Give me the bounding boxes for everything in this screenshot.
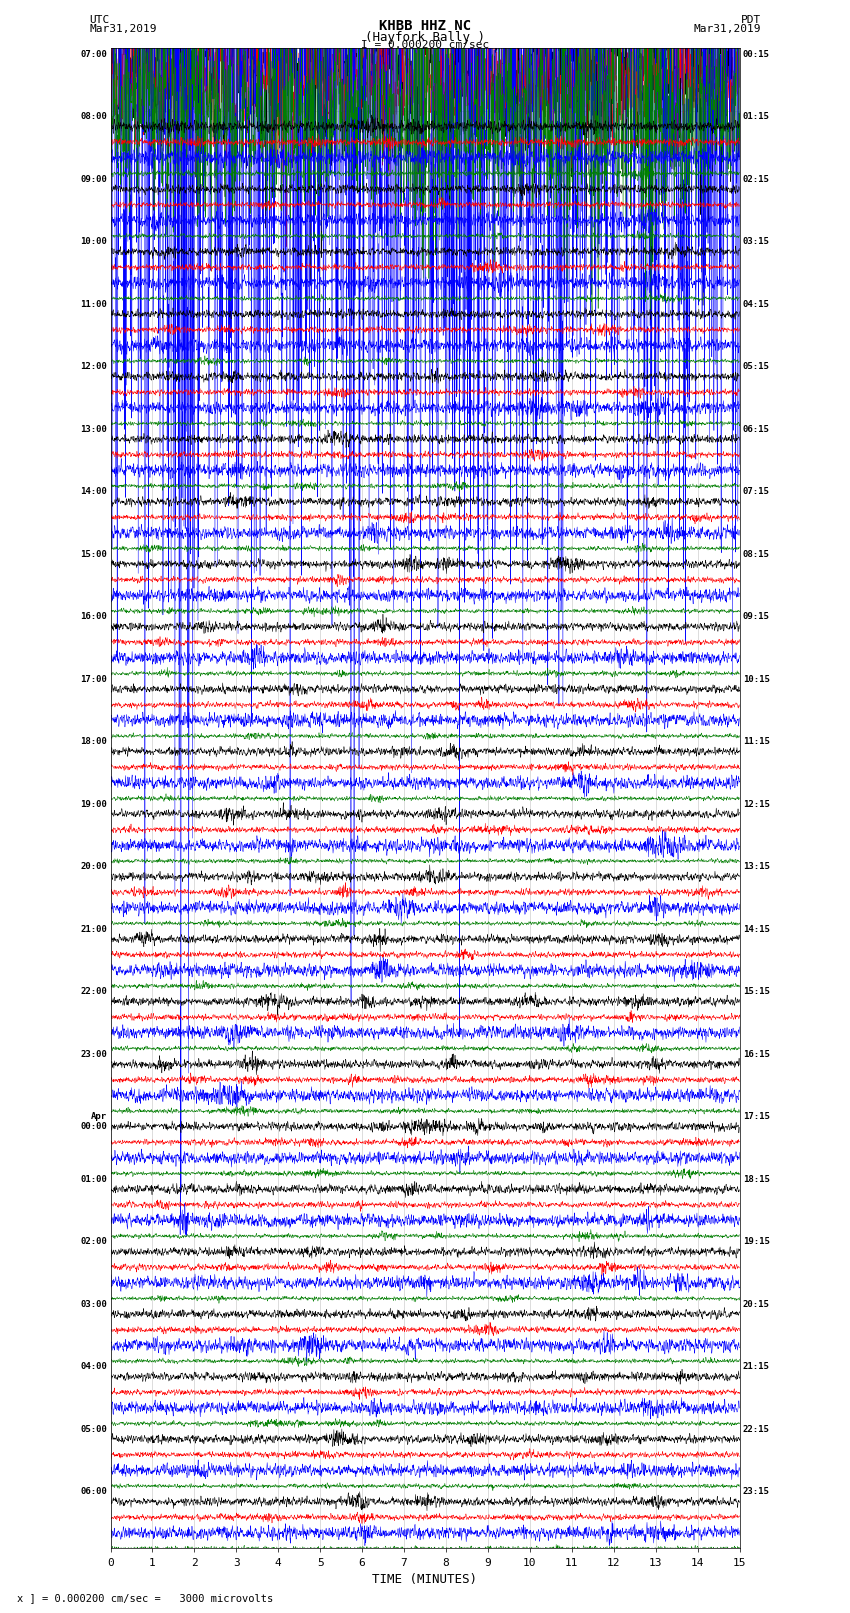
Text: KHBB HHZ NC: KHBB HHZ NC [379, 19, 471, 34]
Text: 03:00: 03:00 [81, 1300, 107, 1308]
Text: 20:15: 20:15 [743, 1300, 769, 1308]
Text: 08:15: 08:15 [743, 550, 769, 558]
Text: 07:15: 07:15 [743, 487, 769, 497]
Text: 22:00: 22:00 [81, 987, 107, 997]
Text: PDT: PDT [740, 15, 761, 24]
Text: 04:15: 04:15 [743, 300, 769, 308]
Text: 18:15: 18:15 [743, 1174, 769, 1184]
Text: 21:00: 21:00 [81, 924, 107, 934]
Text: 10:00: 10:00 [81, 237, 107, 247]
Text: 08:00: 08:00 [81, 113, 107, 121]
Text: 12:15: 12:15 [743, 800, 769, 808]
Text: (Hayfork Bally ): (Hayfork Bally ) [365, 31, 485, 44]
Text: 02:15: 02:15 [743, 174, 769, 184]
Text: 11:00: 11:00 [81, 300, 107, 308]
Text: 04:00: 04:00 [81, 1363, 107, 1371]
Text: 16:00: 16:00 [81, 613, 107, 621]
Text: 03:15: 03:15 [743, 237, 769, 247]
Text: 18:00: 18:00 [81, 737, 107, 747]
Text: 20:00: 20:00 [81, 863, 107, 871]
Text: 21:15: 21:15 [743, 1363, 769, 1371]
Text: 00:00: 00:00 [81, 1123, 107, 1131]
Text: 06:15: 06:15 [743, 424, 769, 434]
Text: 05:15: 05:15 [743, 363, 769, 371]
X-axis label: TIME (MINUTES): TIME (MINUTES) [372, 1573, 478, 1586]
Text: UTC: UTC [89, 15, 110, 24]
Text: Mar31,2019: Mar31,2019 [89, 24, 156, 34]
Text: 15:15: 15:15 [743, 987, 769, 997]
Text: 06:00: 06:00 [81, 1487, 107, 1497]
Text: 14:00: 14:00 [81, 487, 107, 497]
Text: 15:00: 15:00 [81, 550, 107, 558]
Text: 16:15: 16:15 [743, 1050, 769, 1058]
Text: 02:00: 02:00 [81, 1237, 107, 1247]
Text: 01:00: 01:00 [81, 1174, 107, 1184]
Text: 09:15: 09:15 [743, 613, 769, 621]
Text: 23:15: 23:15 [743, 1487, 769, 1497]
Text: 09:00: 09:00 [81, 174, 107, 184]
Text: Mar31,2019: Mar31,2019 [694, 24, 761, 34]
Text: 19:15: 19:15 [743, 1237, 769, 1247]
Text: 13:00: 13:00 [81, 424, 107, 434]
Text: 23:00: 23:00 [81, 1050, 107, 1058]
Text: 17:15: 17:15 [743, 1113, 769, 1121]
Text: Apr: Apr [91, 1113, 107, 1121]
Text: 12:00: 12:00 [81, 363, 107, 371]
Text: 17:00: 17:00 [81, 674, 107, 684]
Text: 13:15: 13:15 [743, 863, 769, 871]
Text: 10:15: 10:15 [743, 674, 769, 684]
Text: 01:15: 01:15 [743, 113, 769, 121]
Text: 11:15: 11:15 [743, 737, 769, 747]
Text: 22:15: 22:15 [743, 1424, 769, 1434]
Text: 14:15: 14:15 [743, 924, 769, 934]
Text: 00:15: 00:15 [743, 50, 769, 58]
Text: 05:00: 05:00 [81, 1424, 107, 1434]
Text: I = 0.000200 cm/sec: I = 0.000200 cm/sec [361, 40, 489, 50]
Text: 19:00: 19:00 [81, 800, 107, 808]
Text: 07:00: 07:00 [81, 50, 107, 58]
Text: x ] = 0.000200 cm/sec =   3000 microvolts: x ] = 0.000200 cm/sec = 3000 microvolts [17, 1594, 273, 1603]
